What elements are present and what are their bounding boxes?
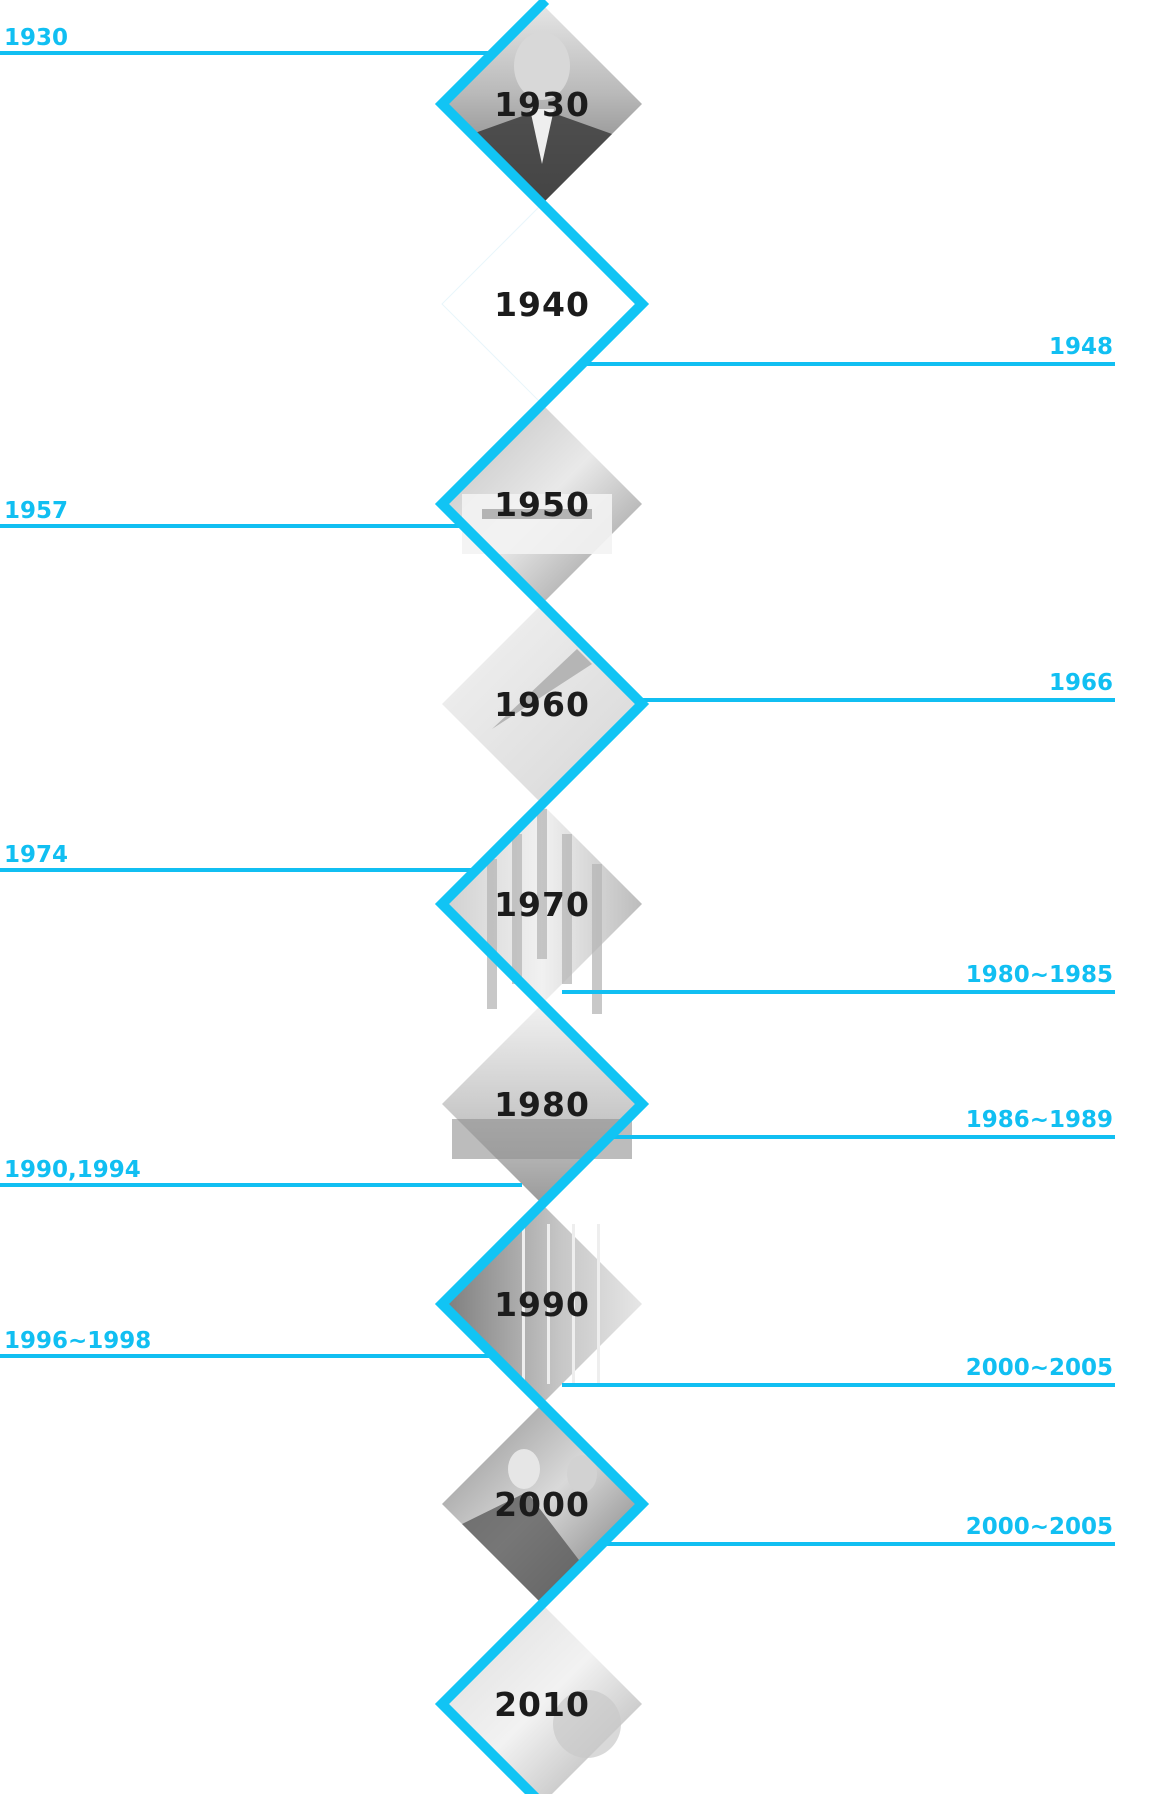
event-label: 1996~1998: [4, 1328, 151, 1354]
glass-mullion-shape: [572, 1224, 575, 1384]
portrait-head-shape: [514, 32, 570, 100]
timeline-zigzag-path: [434, 0, 650, 1794]
man-head-shape: [508, 1449, 540, 1489]
man-head-shape: [567, 1455, 597, 1493]
event-label: 1948: [1049, 334, 1113, 360]
portrait-shirt-shape: [530, 109, 554, 164]
glass-mullion-shape: [597, 1224, 600, 1384]
pen-barrel-shape: [592, 864, 602, 1014]
event-label: 2000~2005: [966, 1514, 1113, 1540]
nib-shape: [492, 649, 592, 729]
decade-label: 1940: [494, 285, 590, 324]
decade-label: 1990: [494, 1285, 590, 1324]
factory-window-shape: [482, 509, 592, 519]
event-label: 1957: [4, 498, 68, 524]
pen-barrel-shape: [512, 834, 522, 984]
event-label: 1980~1985: [966, 962, 1113, 988]
event-label: 1974: [4, 842, 68, 868]
decade-label: 1930: [494, 85, 590, 124]
event-label: 1930: [4, 25, 68, 51]
pen-barrel-shape: [562, 834, 572, 984]
glass-mullion-shape: [522, 1224, 525, 1384]
decade-label: 1980: [494, 1085, 590, 1124]
decade-label: 1950: [494, 485, 590, 524]
decade-label: 1970: [494, 885, 590, 924]
decade-label: 2010: [494, 1685, 590, 1724]
pen-barrel-shape: [537, 809, 547, 959]
event-label: 1986~1989: [966, 1107, 1113, 1133]
closeup-curl-shape: [553, 1690, 621, 1758]
event-label: 2000~2005: [966, 1355, 1113, 1381]
decade-label: 1960: [494, 685, 590, 724]
decade-diamond-2010: [442, 1604, 642, 1794]
pen-barrel-shape: [487, 859, 497, 1009]
man-body-shape: [462, 1492, 582, 1604]
event-label: 1966: [1049, 670, 1113, 696]
glass-mullion-shape: [547, 1224, 550, 1384]
event-label: 1990,1994: [4, 1157, 141, 1183]
decade-label: 2000: [494, 1485, 590, 1524]
